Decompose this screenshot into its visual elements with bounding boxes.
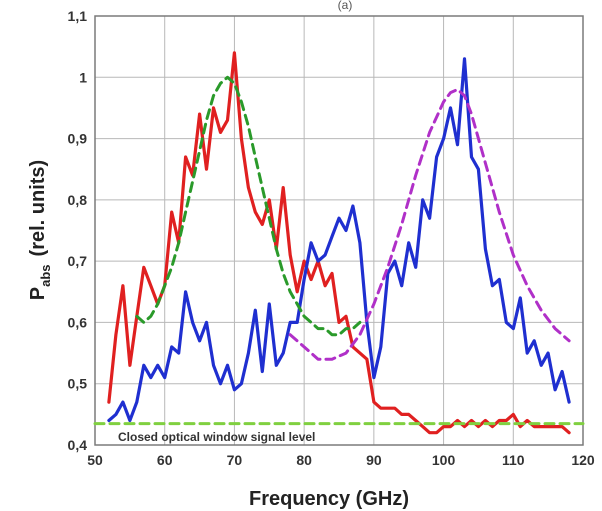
series-line-red	[107, 51, 571, 435]
y-tick-label: 1	[79, 69, 87, 85]
y-tick-label: 0,7	[68, 253, 88, 269]
x-tick-labels: 50 60 70 80 90 100 110 120	[87, 452, 595, 468]
x-tick-label: 60	[157, 452, 173, 468]
svg-text:Pabs(rel. units): Pabs (rel. units)	[27, 160, 53, 300]
series-group	[93, 51, 585, 435]
closed-window-annotation: Closed optical window signal level	[118, 430, 315, 444]
y-axis-title-main: P	[27, 287, 49, 300]
x-tick-label: 90	[366, 452, 382, 468]
x-tick-label: 110	[502, 452, 525, 468]
y-tick-label: 0,4	[68, 437, 88, 453]
y-tick-label: 0,5	[68, 376, 88, 392]
series-line-purple	[288, 88, 571, 361]
plot-frame	[94, 15, 584, 446]
panel-label: (a)	[338, 0, 353, 12]
y-tick-label: 0,8	[68, 192, 88, 208]
series-line-blue	[107, 57, 571, 423]
y-axis-title-sub: abs	[38, 264, 53, 286]
y-tick-label: 0,9	[68, 131, 88, 147]
x-tick-label: 120	[571, 452, 595, 468]
series-line-green	[135, 75, 362, 337]
y-axis-title-units: (rel. units)	[27, 160, 49, 257]
y-tick-labels: 0,4 0,5 0,6 0,7 0,8 0,9 1 1,1	[68, 8, 88, 453]
x-tick-label: 70	[227, 452, 243, 468]
x-tick-label: 50	[87, 452, 103, 468]
x-tick-label: 80	[296, 452, 312, 468]
y-axis-title: Pabs (rel. units)	[27, 160, 53, 300]
x-tick-label: 100	[432, 452, 456, 468]
grid	[94, 15, 584, 446]
y-tick-label: 0,6	[68, 314, 88, 330]
y-tick-label: 1,1	[68, 8, 88, 24]
x-axis-title: Frequency (GHz)	[249, 488, 409, 510]
